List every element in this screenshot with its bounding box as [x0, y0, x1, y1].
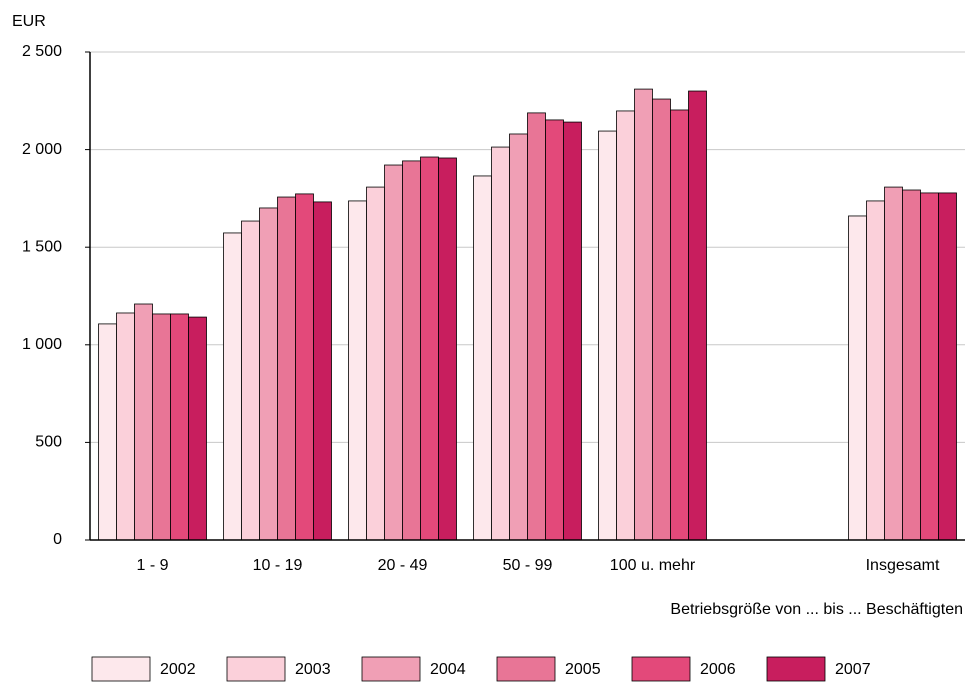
bar	[491, 146, 510, 541]
bar	[509, 133, 528, 541]
bar	[402, 160, 421, 541]
bar	[616, 110, 635, 541]
bar	[384, 164, 403, 541]
bar	[652, 98, 671, 541]
bar	[473, 175, 492, 541]
legend-swatch	[496, 656, 556, 682]
bar	[688, 90, 707, 541]
bar	[938, 192, 957, 541]
legend-label: 2005	[565, 661, 601, 678]
x-tick-label: 1 - 9	[136, 557, 168, 574]
bar	[670, 109, 689, 541]
y-tick-label: 0	[53, 531, 62, 548]
bar	[598, 130, 617, 541]
legend-swatch	[361, 656, 421, 682]
bar	[634, 88, 653, 541]
bar	[188, 316, 207, 541]
bar	[295, 193, 314, 541]
bar	[884, 186, 903, 541]
bar	[152, 313, 171, 541]
bar	[366, 186, 385, 541]
x-tick-label: 50 - 99	[503, 557, 553, 574]
y-tick-label: 1 000	[22, 336, 62, 353]
bar	[170, 313, 189, 541]
bar	[223, 232, 242, 541]
x-tick-label: 20 - 49	[378, 557, 428, 574]
bar	[920, 192, 939, 541]
y-tick-label: 500	[35, 434, 62, 451]
legend-swatch	[631, 656, 691, 682]
bar	[438, 157, 457, 541]
legend-swatch	[226, 656, 286, 682]
bar	[259, 207, 278, 541]
bar	[348, 200, 367, 541]
x-tick-label: Insgesamt	[866, 557, 940, 574]
legend-swatch	[766, 656, 826, 682]
x-axis-label: Betriebsgröße von ... bis ... Beschäftig…	[670, 601, 963, 618]
legend-label: 2004	[430, 661, 466, 678]
bar	[563, 121, 582, 541]
legend-swatch	[91, 656, 151, 682]
y-tick-label: 2 500	[22, 43, 62, 60]
y-unit: EUR	[12, 13, 46, 30]
legend-label: 2006	[700, 661, 736, 678]
bar	[241, 220, 260, 541]
y-tick-label: 2 000	[22, 141, 62, 158]
bar	[848, 215, 867, 541]
x-tick-label: 10 - 19	[253, 557, 303, 574]
bar	[313, 201, 332, 541]
legend-label: 2003	[295, 661, 331, 678]
bar	[420, 156, 439, 541]
bar	[98, 323, 117, 541]
legend-label: 2002	[160, 661, 196, 678]
legend-label: 2007	[835, 661, 871, 678]
bar	[134, 303, 153, 541]
bar	[116, 312, 135, 541]
y-tick-label: 1 500	[22, 238, 62, 255]
x-tick-label: 100 u. mehr	[610, 557, 696, 574]
bar	[277, 196, 296, 541]
bar	[866, 200, 885, 541]
bar	[545, 119, 564, 541]
bar	[902, 189, 921, 541]
bar	[527, 112, 546, 541]
